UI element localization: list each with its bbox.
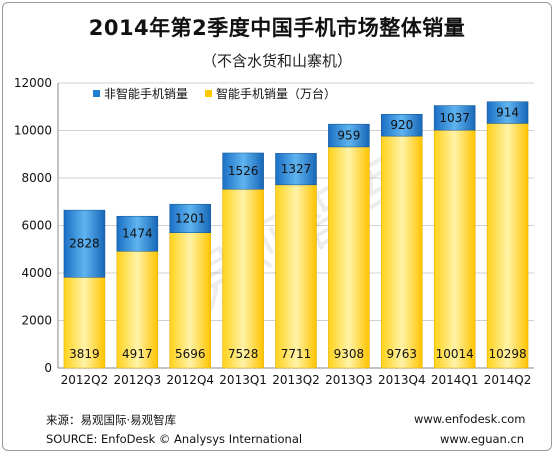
y-tick-label: 4000 bbox=[21, 266, 52, 280]
data-label-smart: 9308 bbox=[334, 347, 365, 361]
data-label-non-smart: 1201 bbox=[175, 211, 206, 225]
data-label-smart: 10298 bbox=[488, 347, 526, 361]
chart-subtitle: （不含水货和山寨机） bbox=[201, 52, 352, 70]
data-label-smart: 5696 bbox=[175, 347, 206, 361]
bar-non-smart bbox=[486, 101, 529, 124]
bar-smart bbox=[381, 135, 423, 369]
source-en: SOURCE: EnfoDesk © Analysys Internationa… bbox=[46, 432, 303, 446]
source-cn: 来源：易观国际·易观智库 bbox=[46, 413, 177, 427]
bar-smart bbox=[63, 277, 106, 369]
data-label-non-smart: 1474 bbox=[122, 227, 153, 241]
bar-non-smart bbox=[433, 105, 476, 131]
data-label-non-smart: 920 bbox=[390, 118, 413, 132]
bar-non-smart bbox=[328, 123, 370, 148]
url-eguan: www.eguan.cn bbox=[440, 432, 525, 446]
bar-smart bbox=[486, 123, 529, 369]
bar-smart bbox=[222, 188, 264, 369]
bar-smart bbox=[275, 184, 317, 369]
data-label-non-smart: 1327 bbox=[281, 162, 312, 176]
bar-non-smart bbox=[222, 152, 264, 190]
bar-non-smart bbox=[63, 209, 106, 278]
y-tick-label: 2000 bbox=[21, 314, 52, 328]
data-label-smart: 3819 bbox=[69, 347, 100, 361]
chart-title: 2014年第2季度中国手机市场整体销量 bbox=[88, 16, 466, 40]
legend-swatch-non-smart bbox=[93, 90, 100, 97]
data-label-non-smart: 914 bbox=[496, 106, 519, 120]
bar-non-smart bbox=[116, 215, 159, 252]
legend-swatch-smart bbox=[205, 90, 212, 97]
bar-smart bbox=[328, 146, 370, 369]
data-label-non-smart: 2828 bbox=[69, 237, 100, 251]
x-tick-label: 2012Q4 bbox=[166, 373, 214, 387]
bar-smart bbox=[169, 232, 211, 369]
x-tick-label: 2014Q1 bbox=[431, 373, 479, 387]
data-label-non-smart: 1037 bbox=[439, 111, 470, 125]
bar-non-smart bbox=[169, 203, 211, 233]
y-tick-label: 10000 bbox=[14, 124, 52, 138]
bar-smart bbox=[433, 129, 476, 369]
legend-label-smart: 智能手机销量（万台） bbox=[216, 86, 336, 101]
url-enfodesk: www.enfodesk.com bbox=[414, 412, 526, 426]
data-label-smart: 10014 bbox=[436, 347, 474, 361]
x-tick-label: 2012Q2 bbox=[61, 373, 109, 387]
data-label-non-smart: 959 bbox=[337, 129, 360, 143]
bar-smart bbox=[116, 250, 159, 369]
bar-non-smart bbox=[381, 114, 423, 137]
data-label-smart: 4917 bbox=[122, 347, 153, 361]
data-label-smart: 7711 bbox=[281, 347, 312, 361]
y-tick-label: 6000 bbox=[21, 219, 52, 233]
data-label-smart: 7528 bbox=[228, 347, 259, 361]
y-tick-label: 8000 bbox=[21, 171, 52, 185]
y-tick-label: 0 bbox=[44, 361, 52, 375]
x-tick-label: 2013Q2 bbox=[272, 373, 320, 387]
y-tick-label: 12000 bbox=[14, 76, 52, 90]
bar-non-smart bbox=[275, 153, 317, 186]
x-tick-label: 2012Q3 bbox=[114, 373, 162, 387]
x-tick-label: 2013Q1 bbox=[219, 373, 267, 387]
x-tick-label: 2013Q3 bbox=[325, 373, 373, 387]
data-label-smart: 9763 bbox=[387, 347, 418, 361]
data-label-non-smart: 1526 bbox=[228, 164, 259, 178]
x-tick-label: 2014Q2 bbox=[484, 373, 532, 387]
x-tick-label: 2013Q4 bbox=[378, 373, 426, 387]
legend-label-non-smart: 非智能手机销量 bbox=[104, 86, 188, 101]
